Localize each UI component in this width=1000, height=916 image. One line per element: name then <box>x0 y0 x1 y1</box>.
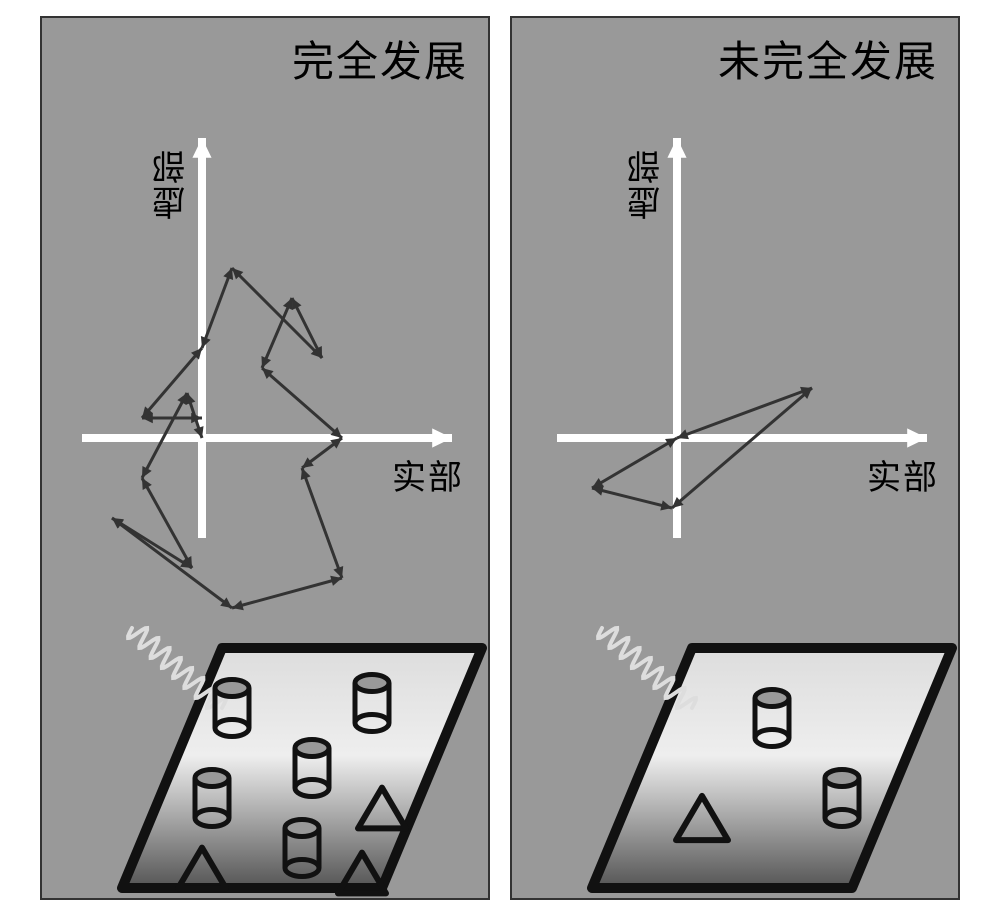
panel-left-title: 完全发展 <box>292 28 468 89</box>
y-axis-label-right: 虚部 <box>623 148 672 220</box>
x-axis-label-right: 实部 <box>867 450 939 499</box>
y-axis-label-left: 虚部 <box>148 148 197 220</box>
panel-fully-developed: 完全发展 虚部 实部 <box>40 16 490 900</box>
x-axis-label-left: 实部 <box>392 450 464 499</box>
panel-right-title: 未完全发展 <box>718 28 938 89</box>
panel-not-fully-developed: 未完全发展 虚部 实部 <box>510 16 960 900</box>
